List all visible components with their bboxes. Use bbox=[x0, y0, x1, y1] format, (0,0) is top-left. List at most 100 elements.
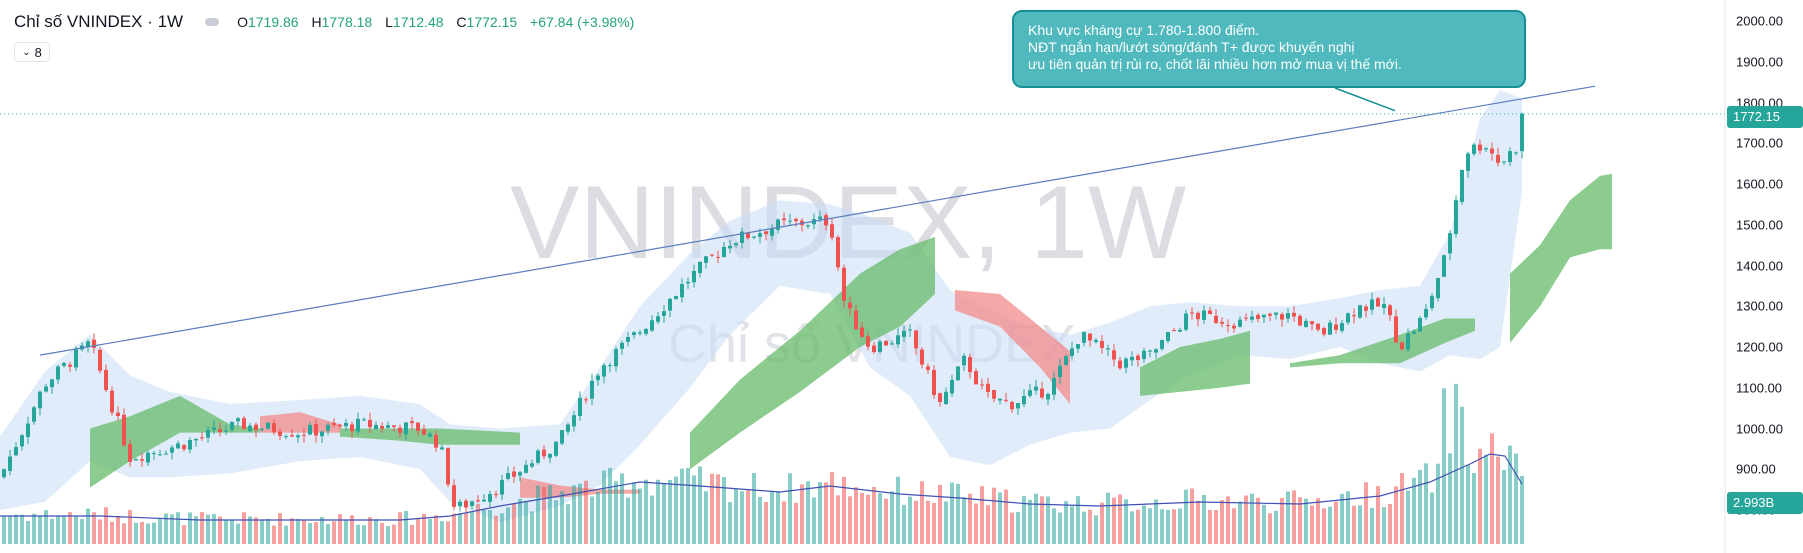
candle-body bbox=[866, 336, 870, 347]
candle-body bbox=[716, 256, 720, 258]
candle-body bbox=[860, 327, 864, 337]
volume-bar bbox=[938, 484, 942, 544]
candle-body bbox=[836, 237, 840, 268]
symbol-title[interactable]: Chỉ số VNINDEX · 1W bbox=[14, 12, 184, 31]
candle-body bbox=[74, 349, 78, 368]
volume-bar bbox=[1148, 508, 1152, 544]
candle-body bbox=[1424, 308, 1428, 318]
volume-bar bbox=[776, 491, 780, 544]
candle-body bbox=[848, 302, 852, 309]
candle-body bbox=[590, 380, 594, 399]
candle-body bbox=[782, 218, 786, 221]
candle-body bbox=[1358, 305, 1362, 318]
candle-body bbox=[356, 418, 360, 432]
volume-ma bbox=[0, 453, 1523, 521]
candle-body bbox=[794, 218, 798, 221]
candle-body bbox=[128, 444, 132, 462]
volume-bar bbox=[182, 525, 186, 544]
candle-body bbox=[1298, 315, 1302, 326]
candle-body bbox=[908, 329, 912, 331]
candle-body bbox=[242, 418, 246, 430]
candle-body bbox=[1304, 320, 1308, 328]
candle-body bbox=[902, 330, 906, 337]
candle-body bbox=[452, 485, 456, 507]
collapse-pill-icon[interactable] bbox=[205, 18, 220, 26]
volume-bar bbox=[824, 482, 828, 544]
candle-body bbox=[1016, 403, 1020, 409]
candle-body bbox=[350, 424, 354, 432]
volume-bar bbox=[560, 491, 564, 544]
volume-bar bbox=[2, 515, 6, 544]
volume-bar bbox=[1388, 504, 1392, 544]
candle-body bbox=[824, 215, 828, 226]
volume-bar bbox=[932, 502, 936, 544]
candle-body bbox=[482, 499, 486, 502]
candle-body bbox=[1100, 340, 1104, 348]
cloud-segment bbox=[90, 395, 260, 488]
candle-body bbox=[488, 493, 492, 502]
volume-bar bbox=[1394, 486, 1398, 544]
volume-bar bbox=[536, 485, 540, 544]
candle-body bbox=[110, 390, 114, 413]
volume-bar bbox=[1370, 507, 1374, 544]
volume-bar bbox=[1142, 505, 1146, 544]
candle-body bbox=[266, 422, 270, 429]
annotation-callout[interactable]: Khu vực kháng cự 1.780-1.800 điểm. NĐT n… bbox=[1012, 10, 1526, 88]
volume-bar bbox=[254, 517, 258, 544]
volume-bar bbox=[134, 522, 138, 544]
volume-bar bbox=[392, 524, 396, 544]
volume-bar bbox=[1514, 453, 1518, 544]
volume-bar bbox=[1232, 508, 1236, 544]
volume-bar bbox=[398, 512, 402, 544]
candle-body bbox=[1256, 314, 1260, 319]
volume-bar bbox=[1310, 505, 1314, 544]
volume-bar bbox=[356, 524, 360, 544]
volume-bar bbox=[1058, 512, 1062, 544]
volume-bar bbox=[1208, 509, 1212, 544]
candle-body bbox=[728, 245, 732, 249]
volume-bar bbox=[1490, 433, 1494, 544]
volume-bar bbox=[32, 513, 36, 544]
volume-bar bbox=[242, 512, 246, 544]
volume-bar bbox=[1352, 505, 1356, 544]
candle-body bbox=[854, 310, 858, 330]
volume-bar bbox=[218, 516, 222, 544]
volume-bar bbox=[416, 519, 420, 544]
resistance-trendline[interactable] bbox=[39, 85, 1596, 356]
volume-bar bbox=[1436, 463, 1440, 544]
candle-body bbox=[1040, 388, 1044, 398]
volume-bar bbox=[1430, 492, 1434, 544]
volume-bar bbox=[104, 507, 108, 544]
price-axis-tick: 1400.00 bbox=[1736, 258, 1783, 273]
volume-bar bbox=[236, 523, 240, 544]
volume-bar bbox=[62, 515, 66, 544]
volume-bar bbox=[446, 521, 450, 544]
candle-body bbox=[1226, 324, 1230, 326]
volume-bar bbox=[1424, 463, 1428, 544]
candle-body bbox=[374, 424, 378, 429]
volume-bar bbox=[830, 472, 834, 544]
volume-bar bbox=[866, 494, 870, 544]
volume-bar bbox=[362, 525, 366, 544]
indicators-toggle-button[interactable]: ⌄ 8 bbox=[14, 42, 50, 62]
candle-body bbox=[1454, 200, 1458, 234]
candle-body bbox=[650, 320, 654, 331]
candle-body bbox=[410, 421, 414, 424]
candle-body bbox=[518, 472, 522, 476]
volume-bar bbox=[854, 487, 858, 544]
candle-body bbox=[608, 365, 612, 367]
volume-bar bbox=[1364, 482, 1368, 544]
candle-body bbox=[968, 356, 972, 373]
price-axis-tick: 1600.00 bbox=[1736, 176, 1783, 192]
candle-body bbox=[1070, 348, 1074, 356]
candle-body bbox=[788, 220, 792, 222]
last-price-tag: 1772.15 bbox=[1727, 106, 1803, 128]
volume-bar bbox=[476, 504, 480, 544]
volume-bar bbox=[260, 519, 264, 544]
candle-body bbox=[1238, 319, 1242, 327]
volume-bar bbox=[1382, 507, 1386, 544]
candle-body bbox=[920, 349, 924, 365]
candle-body bbox=[218, 429, 222, 433]
candle-body bbox=[1406, 333, 1410, 350]
